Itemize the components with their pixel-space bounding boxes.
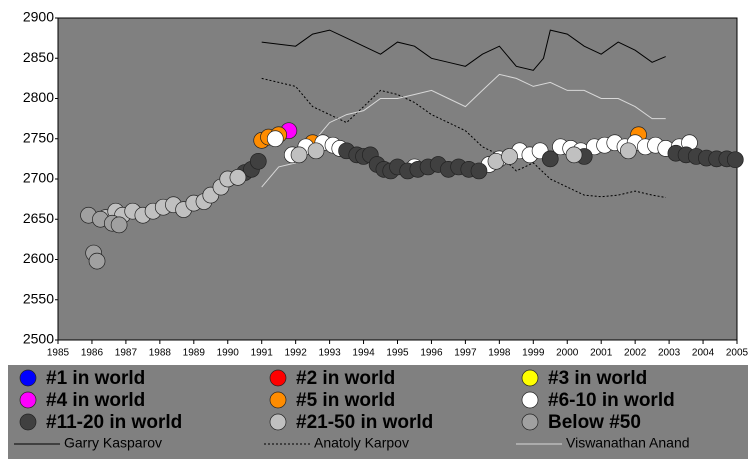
- rating-point: [110, 216, 128, 234]
- rating-point: [620, 142, 637, 160]
- legend-label: #1 in world: [46, 368, 145, 389]
- legend-marker: [269, 391, 287, 409]
- y-tick-label: 2900: [23, 9, 54, 25]
- x-tick-label: 1994: [352, 348, 375, 359]
- x-tick-label: 1988: [149, 348, 172, 359]
- x-tick-label: 1992: [285, 348, 308, 359]
- legend-label: #6-10 in world: [548, 390, 675, 411]
- rating-point: [501, 148, 518, 165]
- rating-line: [261, 29, 666, 71]
- y-tick-label: 2850: [23, 49, 54, 65]
- x-tick-label: 2005: [726, 348, 749, 359]
- legend-marker: [521, 413, 539, 431]
- rating-point: [88, 252, 106, 270]
- legend-label: #21-50 in world: [296, 412, 433, 433]
- x-tick-label: 2000: [556, 348, 579, 359]
- rating-point: [307, 142, 325, 160]
- y-tick-label: 2800: [23, 89, 54, 105]
- rating-line: [261, 73, 666, 188]
- x-tick-label: 1999: [522, 348, 545, 359]
- x-tick-label: 2001: [590, 348, 613, 359]
- legend-marker: [19, 391, 37, 409]
- legend-label: #2 in world: [296, 368, 395, 389]
- y-tick-label: 2700: [23, 170, 54, 186]
- legend-label: #5 in world: [296, 390, 395, 411]
- rating-point: [290, 146, 308, 164]
- legend-marker: [19, 369, 37, 387]
- legend-label: Below #50: [548, 412, 641, 433]
- x-tick-label: 1997: [454, 348, 477, 359]
- legend-marker: [269, 369, 287, 387]
- legend-marker: [269, 413, 287, 431]
- x-tick-label: 2002: [624, 348, 647, 359]
- legend-box: [8, 365, 748, 459]
- x-tick-label: 1986: [81, 348, 104, 359]
- x-tick-label: 2004: [692, 348, 715, 359]
- rating-point: [565, 146, 583, 164]
- legend-marker: [521, 391, 539, 409]
- x-tick-label: 2003: [658, 348, 681, 359]
- legend-label: Viswanathan Anand: [566, 435, 690, 451]
- rating-point: [249, 152, 267, 170]
- rating-point: [726, 151, 744, 169]
- rating-line: [261, 77, 666, 198]
- legend-marker: [19, 413, 37, 431]
- x-tick-label: 1985: [47, 348, 70, 359]
- y-tick-label: 2650: [23, 210, 54, 226]
- x-tick-label: 1989: [183, 348, 206, 359]
- rating-point: [470, 162, 488, 180]
- x-tick-label: 1998: [488, 348, 511, 359]
- x-tick-label: 1995: [386, 348, 409, 359]
- x-tick-label: 1993: [318, 348, 341, 359]
- rating-point: [541, 150, 559, 168]
- legend-label: #3 in world: [548, 368, 647, 389]
- legend-label: #11-20 in world: [46, 412, 182, 433]
- rating-point: [229, 169, 247, 186]
- legend-marker: [521, 369, 539, 387]
- y-tick-label: 2550: [23, 290, 54, 306]
- y-tick-label: 2750: [23, 129, 54, 145]
- y-tick-label: 2600: [23, 250, 54, 266]
- plot-area: [57, 17, 738, 341]
- x-tick-label: 1996: [420, 348, 443, 359]
- x-tick-label: 1987: [115, 348, 138, 359]
- rating-point: [266, 130, 284, 148]
- x-tick-label: 1991: [251, 348, 274, 359]
- y-tick-label: 2500: [23, 331, 54, 347]
- legend-label: #4 in world: [46, 390, 145, 411]
- legend-label: Anatoly Karpov: [314, 435, 409, 451]
- legend-label: Garry Kasparov: [64, 435, 162, 451]
- x-tick-label: 1990: [217, 348, 240, 359]
